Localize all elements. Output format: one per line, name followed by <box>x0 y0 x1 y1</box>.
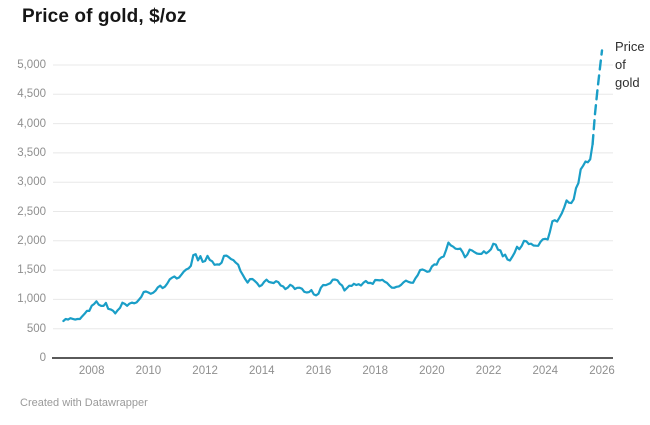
y-tick-label: 5,000 <box>17 59 46 71</box>
y-tick-label: 4,500 <box>17 88 46 101</box>
y-tick-label: 3,500 <box>17 146 46 159</box>
x-tick-label: 2020 <box>419 365 445 377</box>
x-tick-label: 2026 <box>589 365 615 377</box>
y-tick-label: 1,500 <box>17 264 46 277</box>
x-tick-label: 2012 <box>192 365 218 377</box>
y-tick-label: 500 <box>26 322 46 335</box>
x-tick-label: 2022 <box>475 365 502 377</box>
y-tick-label: 4,000 <box>17 117 46 130</box>
x-tick-label: 2010 <box>135 365 162 377</box>
x-tick-label: 2018 <box>362 365 388 377</box>
x-tick-label: 2014 <box>249 365 275 377</box>
x-tick-label: 2008 <box>78 365 105 377</box>
y-tick-label: 0 <box>39 352 46 364</box>
y-tick-label: 3,000 <box>17 176 46 189</box>
chart-title: Price of gold, $/oz <box>22 6 187 27</box>
footer-credit: Created with Datawrapper <box>20 397 148 409</box>
y-tick-label: 1,000 <box>17 293 46 306</box>
legend-label: Price of gold <box>615 39 645 91</box>
y-tick-label: 2,500 <box>17 205 46 218</box>
gold-price-line-solid <box>62 143 594 323</box>
y-tick-label: 2,000 <box>17 234 46 247</box>
x-tick-label: 2024 <box>532 365 559 377</box>
x-tick-label: 2016 <box>305 365 332 377</box>
gold-price-line-dashed-tail <box>591 49 604 146</box>
